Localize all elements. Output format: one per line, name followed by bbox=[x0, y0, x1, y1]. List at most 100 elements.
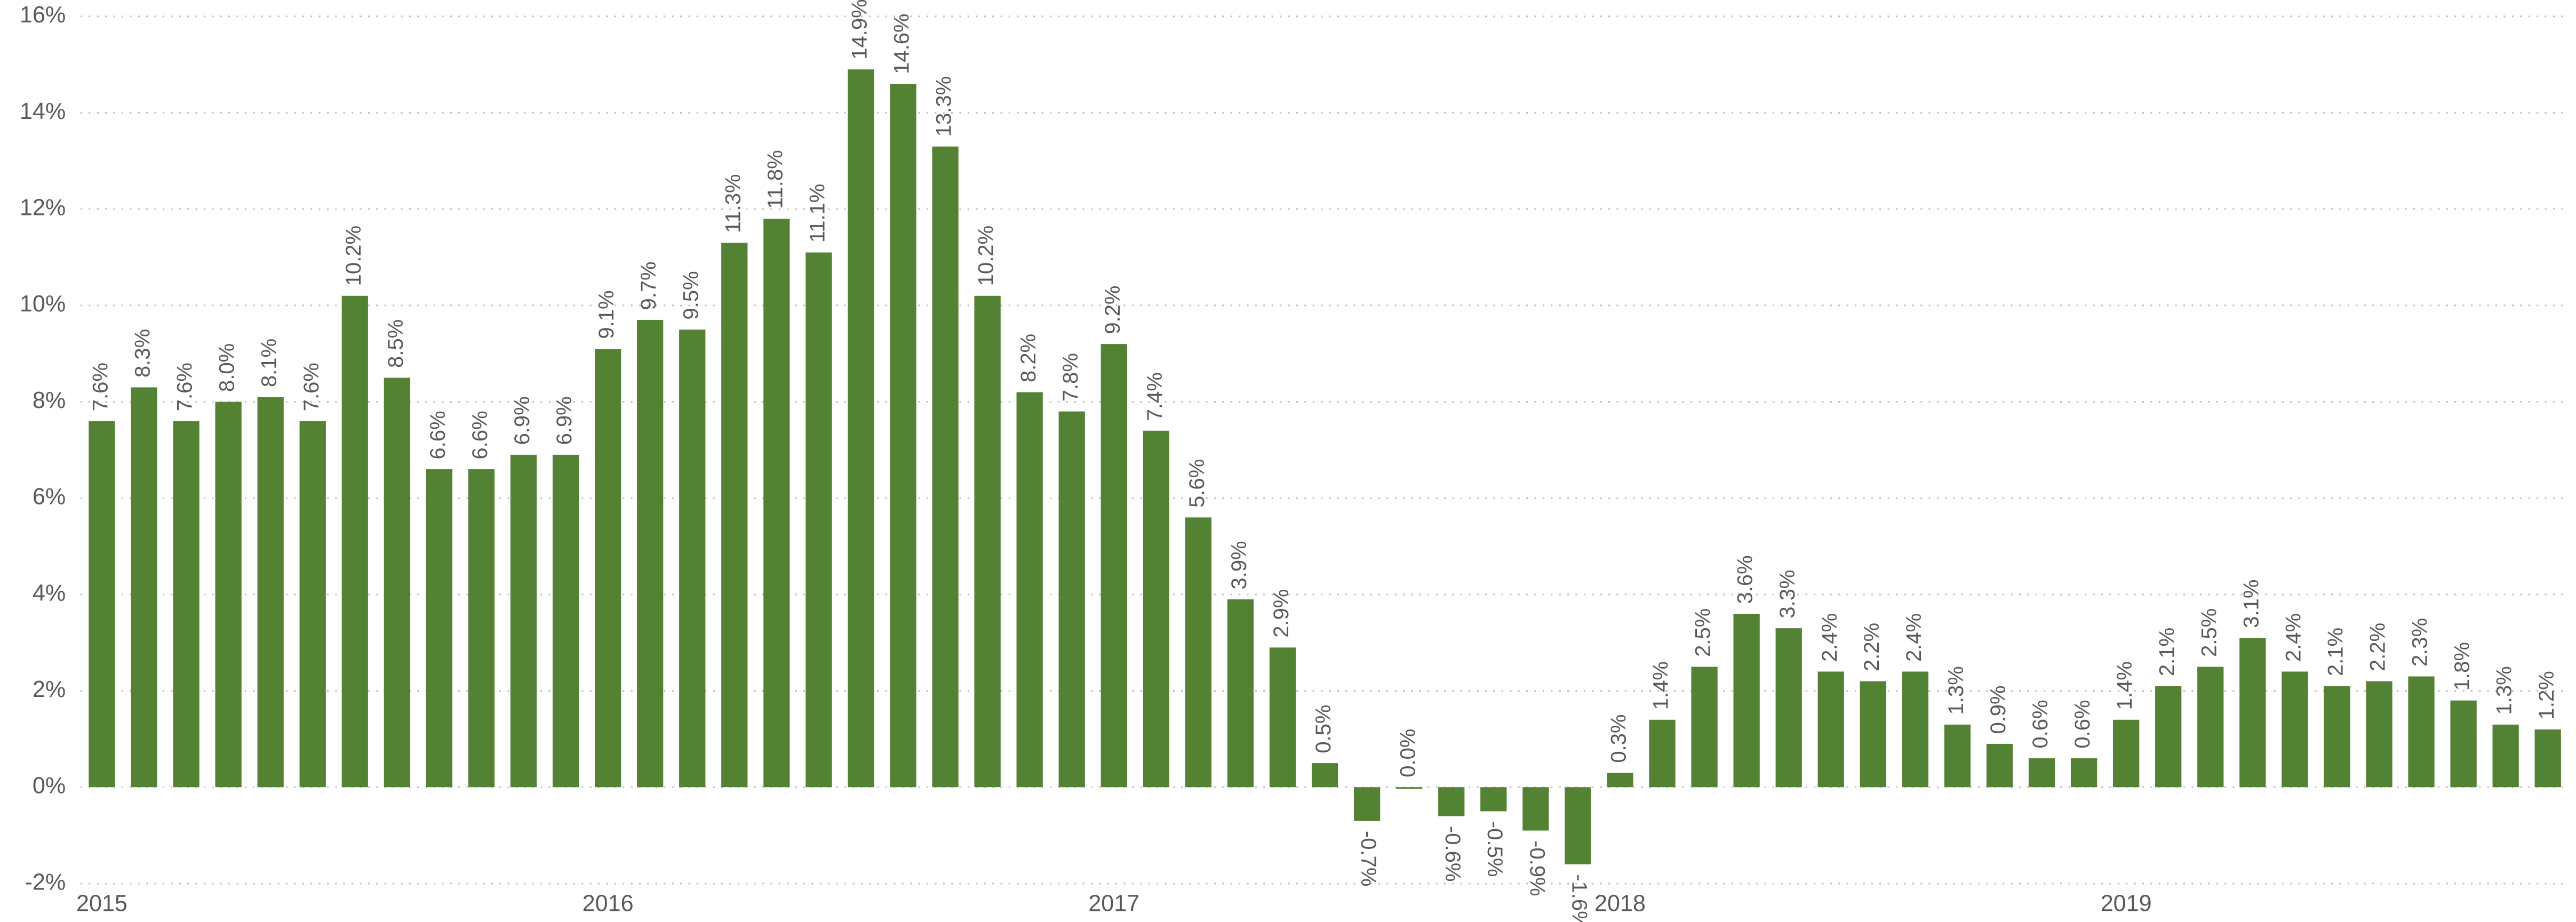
bar bbox=[1817, 671, 1844, 788]
bar bbox=[932, 146, 959, 788]
value-label: 7.6% bbox=[89, 363, 113, 411]
value-label: 6.9% bbox=[511, 396, 534, 445]
bar bbox=[299, 421, 326, 788]
bar bbox=[763, 219, 790, 788]
value-label: 11.3% bbox=[721, 174, 745, 232]
value-label: 10.2% bbox=[975, 226, 998, 286]
value-label: 0.5% bbox=[1312, 704, 1335, 753]
value-label: 0.9% bbox=[1987, 685, 2010, 734]
value-label: 8.3% bbox=[131, 329, 155, 378]
value-label: -0.6% bbox=[1441, 826, 1464, 882]
bar bbox=[2324, 686, 2350, 788]
y-tick-label: 10% bbox=[20, 291, 66, 317]
value-label: 2.2% bbox=[1860, 623, 1884, 671]
value-label: 8.0% bbox=[216, 343, 239, 392]
value-label: 14.9% bbox=[848, 0, 872, 60]
value-label: -0.5% bbox=[1483, 821, 1506, 877]
bar bbox=[1438, 787, 1465, 816]
value-label: -0.7% bbox=[1357, 831, 1380, 887]
bar bbox=[2534, 729, 2561, 788]
bar bbox=[1353, 787, 1381, 821]
bar bbox=[1185, 517, 1212, 788]
bar bbox=[1607, 773, 1633, 788]
value-label: 8.5% bbox=[384, 319, 408, 368]
value-label: 1.3% bbox=[1944, 666, 1968, 715]
value-label: 1.2% bbox=[2535, 671, 2558, 719]
bar bbox=[2113, 719, 2140, 788]
y-tick-label: 8% bbox=[33, 388, 66, 413]
value-label: 9.5% bbox=[679, 271, 703, 319]
x-tick-label: 2018 bbox=[1594, 891, 1646, 916]
value-label: 2.2% bbox=[2366, 623, 2390, 671]
bar bbox=[679, 330, 706, 788]
bar bbox=[1311, 763, 1338, 788]
bar bbox=[468, 469, 495, 788]
bar bbox=[1016, 392, 1043, 788]
bar bbox=[2450, 700, 2477, 788]
value-label: 7.8% bbox=[1059, 353, 1082, 402]
y-tick-label: 6% bbox=[33, 484, 66, 510]
value-label: 0.0% bbox=[1396, 729, 1419, 777]
x-tick-label: 2015 bbox=[76, 891, 127, 916]
bar bbox=[1269, 647, 1296, 788]
value-label: 7.6% bbox=[173, 363, 197, 411]
bar bbox=[1860, 681, 1886, 788]
bar bbox=[2282, 671, 2308, 788]
bar bbox=[974, 295, 1001, 788]
bar bbox=[2070, 758, 2098, 788]
value-label: 9.2% bbox=[1101, 285, 1124, 334]
bar bbox=[1058, 411, 1085, 788]
bar bbox=[2408, 676, 2435, 788]
value-label: 3.1% bbox=[2239, 579, 2263, 628]
value-label: 3.9% bbox=[1227, 541, 1251, 589]
value-label: 9.1% bbox=[595, 290, 618, 339]
bar bbox=[2239, 638, 2266, 788]
value-label: 2.4% bbox=[2282, 613, 2305, 662]
x-tick-label: 2016 bbox=[583, 891, 634, 916]
bar bbox=[1733, 614, 1760, 788]
bar bbox=[2492, 724, 2519, 788]
value-label: 2.4% bbox=[1902, 613, 1926, 662]
y-tick-label: 12% bbox=[20, 195, 66, 221]
value-label: 1.3% bbox=[2493, 666, 2516, 715]
bar bbox=[552, 454, 579, 788]
bar bbox=[848, 69, 874, 788]
y-tick-label: 2% bbox=[33, 677, 66, 702]
bar bbox=[384, 378, 410, 788]
bar bbox=[426, 469, 453, 788]
value-label: 3.6% bbox=[1734, 555, 1757, 604]
value-label: 10.2% bbox=[342, 226, 365, 286]
value-label: 7.6% bbox=[300, 363, 323, 411]
value-label: 8.2% bbox=[1017, 334, 1040, 382]
value-label: 2.1% bbox=[2324, 628, 2348, 676]
value-label: 1.4% bbox=[2113, 661, 2136, 710]
bar bbox=[1649, 719, 1676, 788]
bar bbox=[2028, 758, 2055, 788]
value-label: -1.6% bbox=[1567, 874, 1591, 922]
value-label: 1.4% bbox=[1649, 661, 1673, 710]
bar bbox=[2155, 686, 2182, 788]
bar bbox=[1565, 787, 1591, 864]
x-tick-label: 2019 bbox=[2101, 891, 2152, 916]
bar bbox=[89, 421, 115, 788]
value-label: 9.7% bbox=[637, 261, 660, 310]
value-label: 3.3% bbox=[1776, 570, 1799, 618]
bar bbox=[215, 402, 242, 788]
bar bbox=[890, 84, 916, 788]
x-tick-label: 2017 bbox=[1088, 891, 1139, 916]
bar bbox=[1522, 787, 1549, 831]
bar bbox=[257, 397, 284, 788]
bar bbox=[2366, 681, 2392, 788]
bar bbox=[510, 454, 537, 788]
y-tick-label: 14% bbox=[20, 99, 66, 124]
y-tick-label: 16% bbox=[20, 2, 66, 28]
value-label: 0.3% bbox=[1607, 714, 1631, 763]
value-label: 6.6% bbox=[468, 411, 492, 459]
bar bbox=[1902, 671, 1929, 788]
value-label: 6.9% bbox=[553, 396, 576, 445]
value-label: 2.1% bbox=[2155, 628, 2179, 676]
bar bbox=[1775, 628, 1802, 788]
bar bbox=[1100, 344, 1127, 788]
